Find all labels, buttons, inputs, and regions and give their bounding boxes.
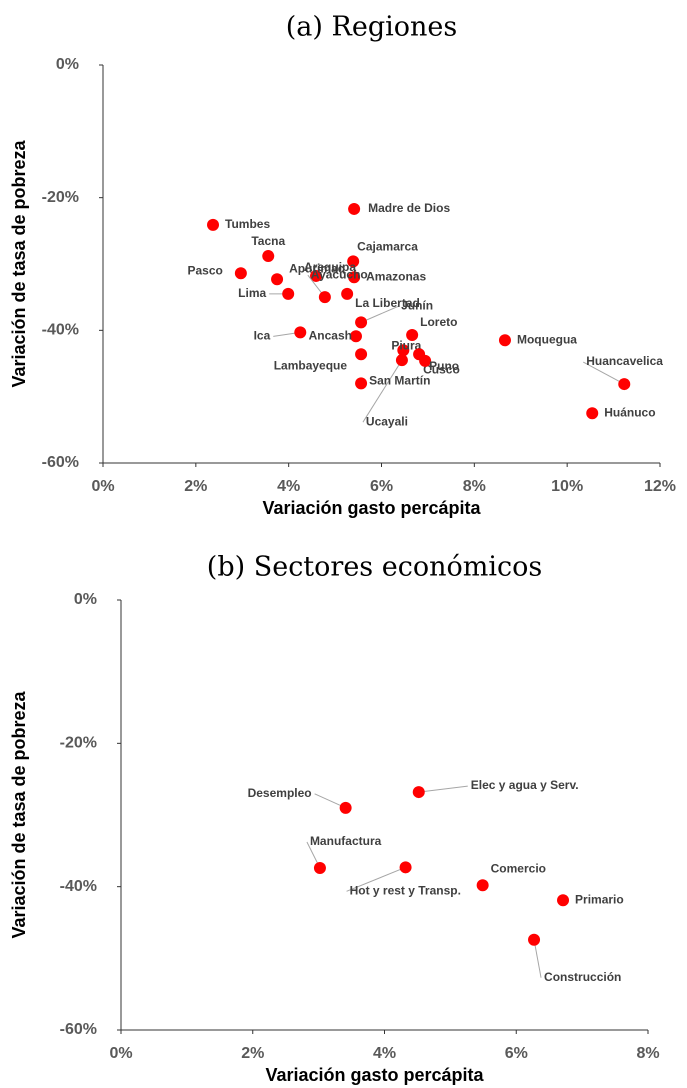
leader-line xyxy=(346,866,406,892)
x-tick-label: 2% xyxy=(184,478,207,495)
point xyxy=(406,328,419,341)
point xyxy=(313,862,326,875)
point xyxy=(234,267,247,280)
y-tick-label: 0% xyxy=(56,56,79,73)
point xyxy=(348,271,361,284)
point-label: Comercio xyxy=(491,861,546,875)
point-label: Puno xyxy=(429,359,459,373)
point-label: Construcción xyxy=(544,970,621,984)
leader-line xyxy=(360,305,399,323)
point xyxy=(618,378,631,391)
x-tick-label: 4% xyxy=(277,478,300,495)
point-label: Tacna xyxy=(251,234,285,248)
y-tick-label: -40% xyxy=(42,322,79,339)
leader-line xyxy=(533,939,542,978)
point-label: Hot y rest y Transp. xyxy=(350,883,461,897)
point xyxy=(349,330,362,343)
point xyxy=(207,218,220,231)
point xyxy=(476,879,489,892)
x-tick-label: 0% xyxy=(109,1045,132,1062)
x-tick-label: 8% xyxy=(463,478,486,495)
x-axis-title: Variación gasto percápita xyxy=(262,498,481,518)
point-label: Ucayali xyxy=(366,414,408,428)
point xyxy=(318,291,331,304)
x-tick-label: 6% xyxy=(505,1045,528,1062)
point xyxy=(395,354,408,367)
point-label: Manufactura xyxy=(310,834,382,848)
y-axis-title: Variación de tasa de pobreza xyxy=(9,139,29,387)
point xyxy=(397,344,410,357)
point-label: La Libertad xyxy=(355,296,420,310)
y-tick-label: -60% xyxy=(42,454,79,471)
point xyxy=(262,250,275,263)
y-tick-label: -20% xyxy=(42,189,79,206)
chart-title: (a) Regiones xyxy=(286,12,457,43)
point xyxy=(412,786,425,799)
point-label: Ica xyxy=(254,328,271,342)
x-tick-label: 8% xyxy=(636,1045,659,1062)
point xyxy=(282,287,295,300)
point-label: Moquegua xyxy=(517,332,577,346)
point xyxy=(355,316,368,329)
point-label: Tumbes xyxy=(225,217,270,231)
point-label: Elec y agua y Serv. xyxy=(471,778,579,792)
point-label: Arequipa xyxy=(304,260,356,274)
point-label: Huancavelica xyxy=(586,354,663,368)
x-tick-label: 10% xyxy=(551,478,583,495)
point xyxy=(557,894,570,907)
x-tick-label: 12% xyxy=(644,478,676,495)
point-label: Cusco xyxy=(423,362,460,376)
point-label: Madre de Dios xyxy=(368,201,450,215)
point xyxy=(271,273,284,286)
x-tick-label: 4% xyxy=(373,1045,396,1062)
leader-line xyxy=(362,359,403,423)
point xyxy=(339,801,352,814)
point-label: Huánuco xyxy=(604,405,655,419)
point-label: Apurimac xyxy=(289,261,345,275)
chart-title: (b) Sectores económicos xyxy=(207,552,542,583)
point xyxy=(347,255,360,268)
point-label: Amazonas xyxy=(366,269,426,283)
point-label: Ancash xyxy=(309,328,352,342)
y-tick-label: 0% xyxy=(74,591,97,608)
point-label: San Martín xyxy=(369,374,430,388)
y-tick-label: -60% xyxy=(60,1021,97,1038)
point-label: Lambayeque xyxy=(274,358,348,372)
y-tick-label: -20% xyxy=(60,735,97,752)
point-label: Cajamarca xyxy=(357,240,418,254)
point xyxy=(399,861,412,874)
point xyxy=(341,287,354,300)
point xyxy=(294,326,307,339)
y-tick-label: -40% xyxy=(60,878,97,895)
point-label: Loreto xyxy=(420,315,457,329)
point-label: Junín xyxy=(401,299,433,313)
leader-line xyxy=(418,785,468,793)
point xyxy=(355,348,368,361)
point xyxy=(419,354,432,367)
point xyxy=(586,407,599,420)
point-label: Ayacucho xyxy=(311,267,368,281)
point-label: Primario xyxy=(575,892,624,906)
point-label: Piura xyxy=(391,338,421,352)
x-tick-label: 0% xyxy=(91,478,114,495)
point-label: Pasco xyxy=(187,263,222,277)
point xyxy=(498,334,511,347)
x-tick-label: 2% xyxy=(241,1045,264,1062)
point xyxy=(348,202,361,215)
point-label: Desempleo xyxy=(248,786,312,800)
point xyxy=(310,269,323,282)
x-axis-title: Variación gasto percápita xyxy=(265,1065,484,1085)
leader-line xyxy=(583,361,625,385)
x-tick-label: 6% xyxy=(370,478,393,495)
point xyxy=(528,933,541,946)
point-label: Lima xyxy=(238,286,266,300)
y-axis-title: Variación de tasa de pobreza xyxy=(9,690,29,938)
point xyxy=(355,377,368,390)
